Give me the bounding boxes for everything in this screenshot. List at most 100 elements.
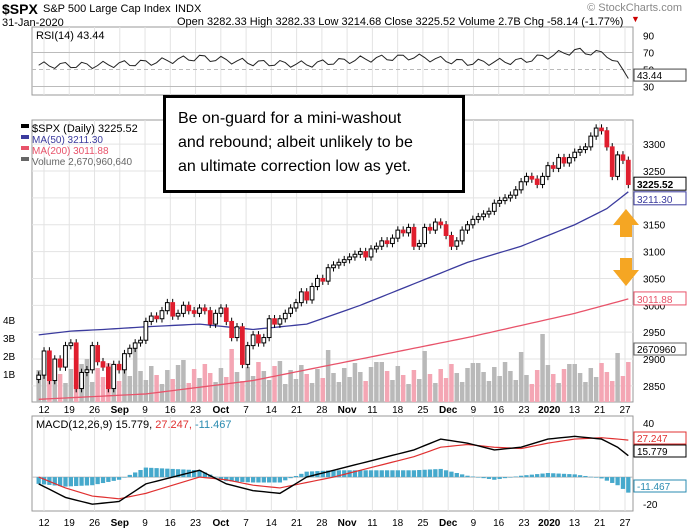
macd-histogram-bar	[465, 475, 470, 478]
volume-bar	[245, 367, 250, 402]
annotation-line-2: and rebound; albeit unlikely to be	[178, 134, 413, 151]
volume-bar	[272, 366, 277, 402]
legend-volume: Volume 2,670,960,640	[32, 157, 133, 168]
volume-bar	[95, 368, 100, 402]
volume-bar	[551, 374, 556, 402]
macd-value: 27.247	[637, 434, 668, 445]
volume-bar	[583, 382, 588, 402]
candle	[234, 326, 240, 339]
volume-bar	[545, 365, 551, 402]
macd-histogram-bar	[154, 468, 159, 478]
candle	[245, 345, 251, 365]
volume-bar	[561, 369, 567, 402]
macd-histogram-bar	[79, 477, 84, 486]
rsi-value-box	[633, 68, 687, 82]
candle	[266, 318, 272, 339]
candle	[84, 369, 90, 373]
candle	[132, 342, 138, 349]
x-tick-label: 9	[471, 405, 477, 416]
candle	[357, 251, 363, 255]
x-tick-label: 11	[367, 518, 378, 529]
legend-swatch	[21, 157, 29, 161]
candle	[352, 253, 358, 258]
candle	[154, 315, 159, 320]
candle	[256, 334, 261, 344]
volume-bar	[325, 350, 331, 402]
macd-histogram-bar	[497, 477, 502, 479]
candle	[229, 320, 235, 339]
macd-histogram-bar	[342, 470, 347, 478]
x-tick-label: Sep	[111, 405, 129, 416]
volume-bar	[331, 373, 336, 402]
candle	[218, 307, 224, 314]
x-tick-label: 7	[243, 405, 249, 416]
x-tick-label: 27	[619, 518, 631, 529]
candle	[481, 213, 486, 218]
x-tick-label: Oct	[212, 518, 229, 529]
candle	[443, 224, 449, 236]
volume-bar	[593, 377, 599, 402]
candle	[261, 337, 267, 344]
rsi-panel	[31, 26, 634, 96]
x-tick-label: Dec	[439, 518, 458, 529]
macd-histogram-bar	[610, 477, 615, 483]
candle	[95, 345, 101, 363]
candle	[411, 226, 417, 247]
rsi-label: RSI(14) 43.44	[36, 30, 104, 42]
candle	[320, 277, 326, 282]
macd-histogram-bar	[267, 477, 272, 483]
macd-histogram-bar	[116, 477, 122, 480]
volume-bar	[240, 381, 245, 402]
macd-histogram-bar	[476, 477, 481, 478]
volume-bar	[347, 377, 352, 402]
volume-bar	[604, 372, 610, 402]
volume-bar	[427, 374, 433, 402]
volume-bar	[47, 379, 52, 402]
volume-bar	[304, 374, 309, 402]
macd-histogram-bar	[68, 477, 73, 487]
x-tick-label: 28	[316, 405, 328, 416]
x-tick-label: 26	[89, 405, 101, 416]
annotation-line-1: Be on-guard for a mini-washout	[178, 110, 402, 127]
x-tick-label: 23	[518, 518, 530, 529]
x-tick-label: 23	[190, 405, 202, 416]
volume-bar	[567, 364, 572, 402]
candle	[577, 149, 583, 153]
x-tick-label: Dec	[439, 405, 458, 416]
macd-histogram-bar	[325, 470, 331, 478]
ticker-title: $SPX	[2, 1, 38, 17]
x-tick-label: 21	[594, 518, 606, 529]
candle	[143, 320, 149, 341]
x-tick-label: 2020	[538, 405, 561, 416]
candle	[116, 363, 122, 371]
candle	[497, 200, 503, 204]
volume-bar	[368, 367, 374, 402]
volume-bar	[502, 362, 508, 402]
index-name: S&P 500 Large Cap Index	[43, 3, 171, 15]
candle	[604, 130, 610, 148]
legend-swatch	[21, 146, 29, 150]
volume-bar	[417, 379, 422, 402]
volume-bar	[492, 367, 497, 402]
macd-histogram-bar	[384, 470, 390, 478]
volume-bar	[400, 375, 406, 402]
volume-bar	[234, 372, 240, 402]
value-box	[633, 291, 687, 306]
candle	[122, 353, 127, 371]
macd-histogram-bar	[111, 477, 116, 481]
price-tick: 3100	[643, 248, 666, 259]
macd-histogram-bar	[481, 477, 486, 479]
exchange: INDX	[175, 3, 202, 15]
x-tick-label: 9	[142, 405, 148, 416]
macd-histogram-bar	[283, 477, 288, 481]
macd-histogram-bar	[599, 477, 604, 479]
volume-bar	[626, 362, 631, 402]
macd-histogram-bar	[175, 469, 181, 478]
candle	[325, 267, 331, 282]
volume-tick: 2B	[3, 352, 16, 363]
macd-histogram-bar	[197, 470, 202, 478]
price-tick: 3250	[643, 167, 666, 178]
legend-ma200: MA(200) 3011.88	[32, 146, 109, 157]
rsi-line	[38, 47, 629, 79]
